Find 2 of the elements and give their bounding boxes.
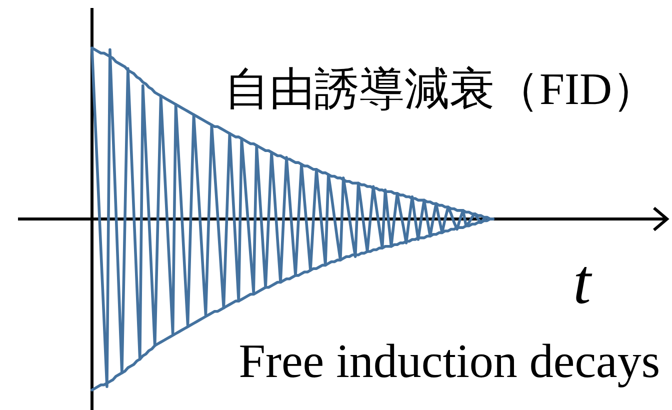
annotation: Free induction decays bbox=[238, 335, 660, 388]
title: 自由誘導減衰（FID） bbox=[224, 64, 657, 114]
